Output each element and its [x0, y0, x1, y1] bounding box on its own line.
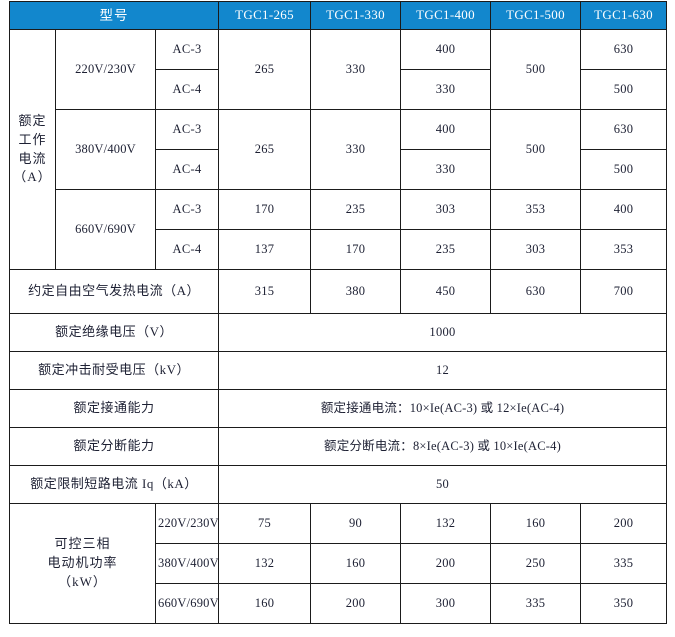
table-row: 额定接通能力 额定接通电流：10×Ie(AC-3) 或 12×Ie(AC-4) — [8, 389, 668, 428]
duty-label-ac4: AC-4 — [154, 149, 220, 190]
motor-voltage-label-660: 660V/690V — [154, 583, 220, 624]
cell-380-400-ac3: 400 — [400, 109, 492, 150]
cell-660-ac3-2: 303 — [400, 189, 492, 230]
cell-660-ac3-1: 235 — [310, 189, 402, 230]
table-row: 额定限制短路电流 Iq（kA） 50 — [8, 465, 668, 504]
cell-660-ac3-0: 170 — [218, 189, 312, 230]
header-model-label: 型号 — [8, 1, 220, 30]
table-row: 380V/400V 132 160 200 250 335 — [10, 543, 668, 584]
cell-motor-2-3: 335 — [490, 583, 582, 624]
cell-660-ac4-3: 303 — [490, 229, 582, 270]
row-label-insulation-voltage: 额定绝缘电压（V） — [8, 313, 220, 352]
cell-motor-0-1: 90 — [310, 503, 402, 544]
cell-660-ac3-4: 400 — [580, 189, 668, 230]
table-row: AC-4 137 170 235 303 353 — [10, 229, 668, 270]
table-row: 额定工作电流（A） 220V/230V AC-3 265 330 400 500… — [9, 29, 668, 270]
cell-380-400-ac4: 330 — [400, 149, 492, 190]
table-row: AC-4 330 500 — [10, 149, 668, 190]
cell-660-ac4-0: 137 — [218, 229, 312, 270]
cell-thermal-3: 630 — [490, 269, 582, 314]
cell-220-400-ac4: 330 — [400, 69, 492, 110]
motor-voltage-label-220: 220V/230V — [154, 503, 220, 544]
cell-making-capacity: 额定接通电流：10×Ie(AC-3) 或 12×Ie(AC-4) — [218, 389, 668, 428]
table-row: 380V/400V AC-3 265 330 400 500 630 — [10, 109, 668, 190]
specification-table: 型号 TGC1-265 TGC1-330 TGC1-400 TGC1-500 T… — [8, 1, 668, 624]
cell-thermal-0: 315 — [218, 269, 312, 314]
duty-label-ac3: AC-3 — [154, 109, 220, 150]
row-label-impulse-voltage: 额定冲击耐受电压（kV） — [8, 351, 220, 390]
table-header: 型号 TGC1-265 TGC1-330 TGC1-400 TGC1-500 T… — [8, 1, 668, 30]
cell-220-630-ac3: 630 — [580, 29, 668, 70]
duty-label-ac3: AC-3 — [154, 189, 220, 230]
table-row: 660V/690V AC-3 170 235 303 353 400 — [10, 189, 668, 270]
cell-motor-0-4: 200 — [580, 503, 668, 544]
table-row: 660V/690V 160 200 300 335 350 — [10, 583, 668, 624]
cell-220-330: 330 — [310, 29, 402, 110]
cell-insulation-voltage: 1000 — [218, 313, 668, 352]
header-model-2: TGC1-400 — [400, 1, 492, 30]
cell-impulse-voltage: 12 — [218, 351, 668, 390]
table-row: 约定自由空气发热电流（A） 315 380 450 630 700 — [8, 269, 668, 314]
header-model-0: TGC1-265 — [218, 1, 312, 30]
cell-motor-0-3: 160 — [490, 503, 582, 544]
duty-label-ac3: AC-3 — [154, 29, 220, 70]
header-row: 型号 TGC1-265 TGC1-330 TGC1-400 TGC1-500 T… — [8, 1, 668, 30]
cell-380-500: 500 — [490, 109, 582, 190]
cell-motor-0-0: 75 — [218, 503, 312, 544]
table-row: 额定冲击耐受电压（kV） 12 — [8, 351, 668, 390]
motor-power-line-3: （kW） — [58, 573, 107, 589]
table-row: 额定分断能力 额定分断电流：8×Ie(AC-3) 或 10×Ie(AC-4) — [8, 427, 668, 466]
table-row: AC-4 330 500 — [10, 69, 668, 110]
cell-660-ac4-2: 235 — [400, 229, 492, 270]
cell-motor-1-2: 200 — [400, 543, 492, 584]
table-body: 额定工作电流（A） 220V/230V AC-3 265 330 400 500… — [8, 29, 668, 624]
voltage-label-380: 380V/400V — [55, 109, 156, 190]
header-model-4: TGC1-630 — [580, 1, 668, 30]
cell-380-265: 265 — [218, 109, 312, 190]
header-model-1: TGC1-330 — [310, 1, 402, 30]
cell-short-circuit-current: 50 — [218, 465, 668, 504]
cell-motor-1-4: 335 — [580, 543, 668, 584]
table-row: 可控三相 电动机功率 （kW） 220V/230V 75 90 132 160 … — [9, 503, 668, 624]
cell-motor-2-1: 200 — [310, 583, 402, 624]
row-label-making-capacity: 额定接通能力 — [8, 389, 220, 428]
group-label-rated-current: 额定工作电流（A） — [9, 29, 56, 270]
cell-380-630-ac3: 630 — [580, 109, 668, 150]
row-label-short-circuit-current: 额定限制短路电流 Iq（kA） — [8, 465, 220, 504]
group-label-motor-power: 可控三相 电动机功率 （kW） — [9, 503, 156, 624]
cell-motor-2-2: 300 — [400, 583, 492, 624]
motor-power-line-1: 可控三相 — [54, 536, 111, 552]
cell-660-ac4-1: 170 — [310, 229, 402, 270]
cell-thermal-4: 700 — [580, 269, 668, 314]
cell-220-265: 265 — [218, 29, 312, 110]
row-label-thermal-current: 约定自由空气发热电流（A） — [8, 269, 220, 314]
cell-motor-1-1: 160 — [310, 543, 402, 584]
row-label-breaking-capacity: 额定分断能力 — [8, 427, 220, 466]
cell-220-400-ac3: 400 — [400, 29, 492, 70]
cell-thermal-1: 380 — [310, 269, 402, 314]
cell-220-500: 500 — [490, 29, 582, 110]
cell-motor-2-0: 160 — [218, 583, 312, 624]
cell-motor-1-0: 132 — [218, 543, 312, 584]
duty-label-ac4: AC-4 — [154, 69, 220, 110]
table-row: 额定绝缘电压（V） 1000 — [8, 313, 668, 352]
cell-220-630-ac4: 500 — [580, 69, 668, 110]
motor-power-line-2: 电动机功率 — [47, 555, 118, 571]
voltage-label-660: 660V/690V — [55, 189, 156, 270]
cell-380-330: 330 — [310, 109, 402, 190]
cell-motor-1-3: 250 — [490, 543, 582, 584]
cell-breaking-capacity: 额定分断电流：8×Ie(AC-3) 或 10×Ie(AC-4) — [218, 427, 668, 466]
cell-thermal-2: 450 — [400, 269, 492, 314]
voltage-label-220: 220V/230V — [55, 29, 156, 110]
header-model-3: TGC1-500 — [490, 1, 582, 30]
cell-motor-0-2: 132 — [400, 503, 492, 544]
duty-label-ac4: AC-4 — [154, 229, 220, 270]
cell-380-630-ac4: 500 — [580, 149, 668, 190]
cell-motor-2-4: 350 — [580, 583, 668, 624]
cell-660-ac4-4: 353 — [580, 229, 668, 270]
motor-voltage-label-380: 380V/400V — [154, 543, 220, 584]
cell-660-ac3-3: 353 — [490, 189, 582, 230]
